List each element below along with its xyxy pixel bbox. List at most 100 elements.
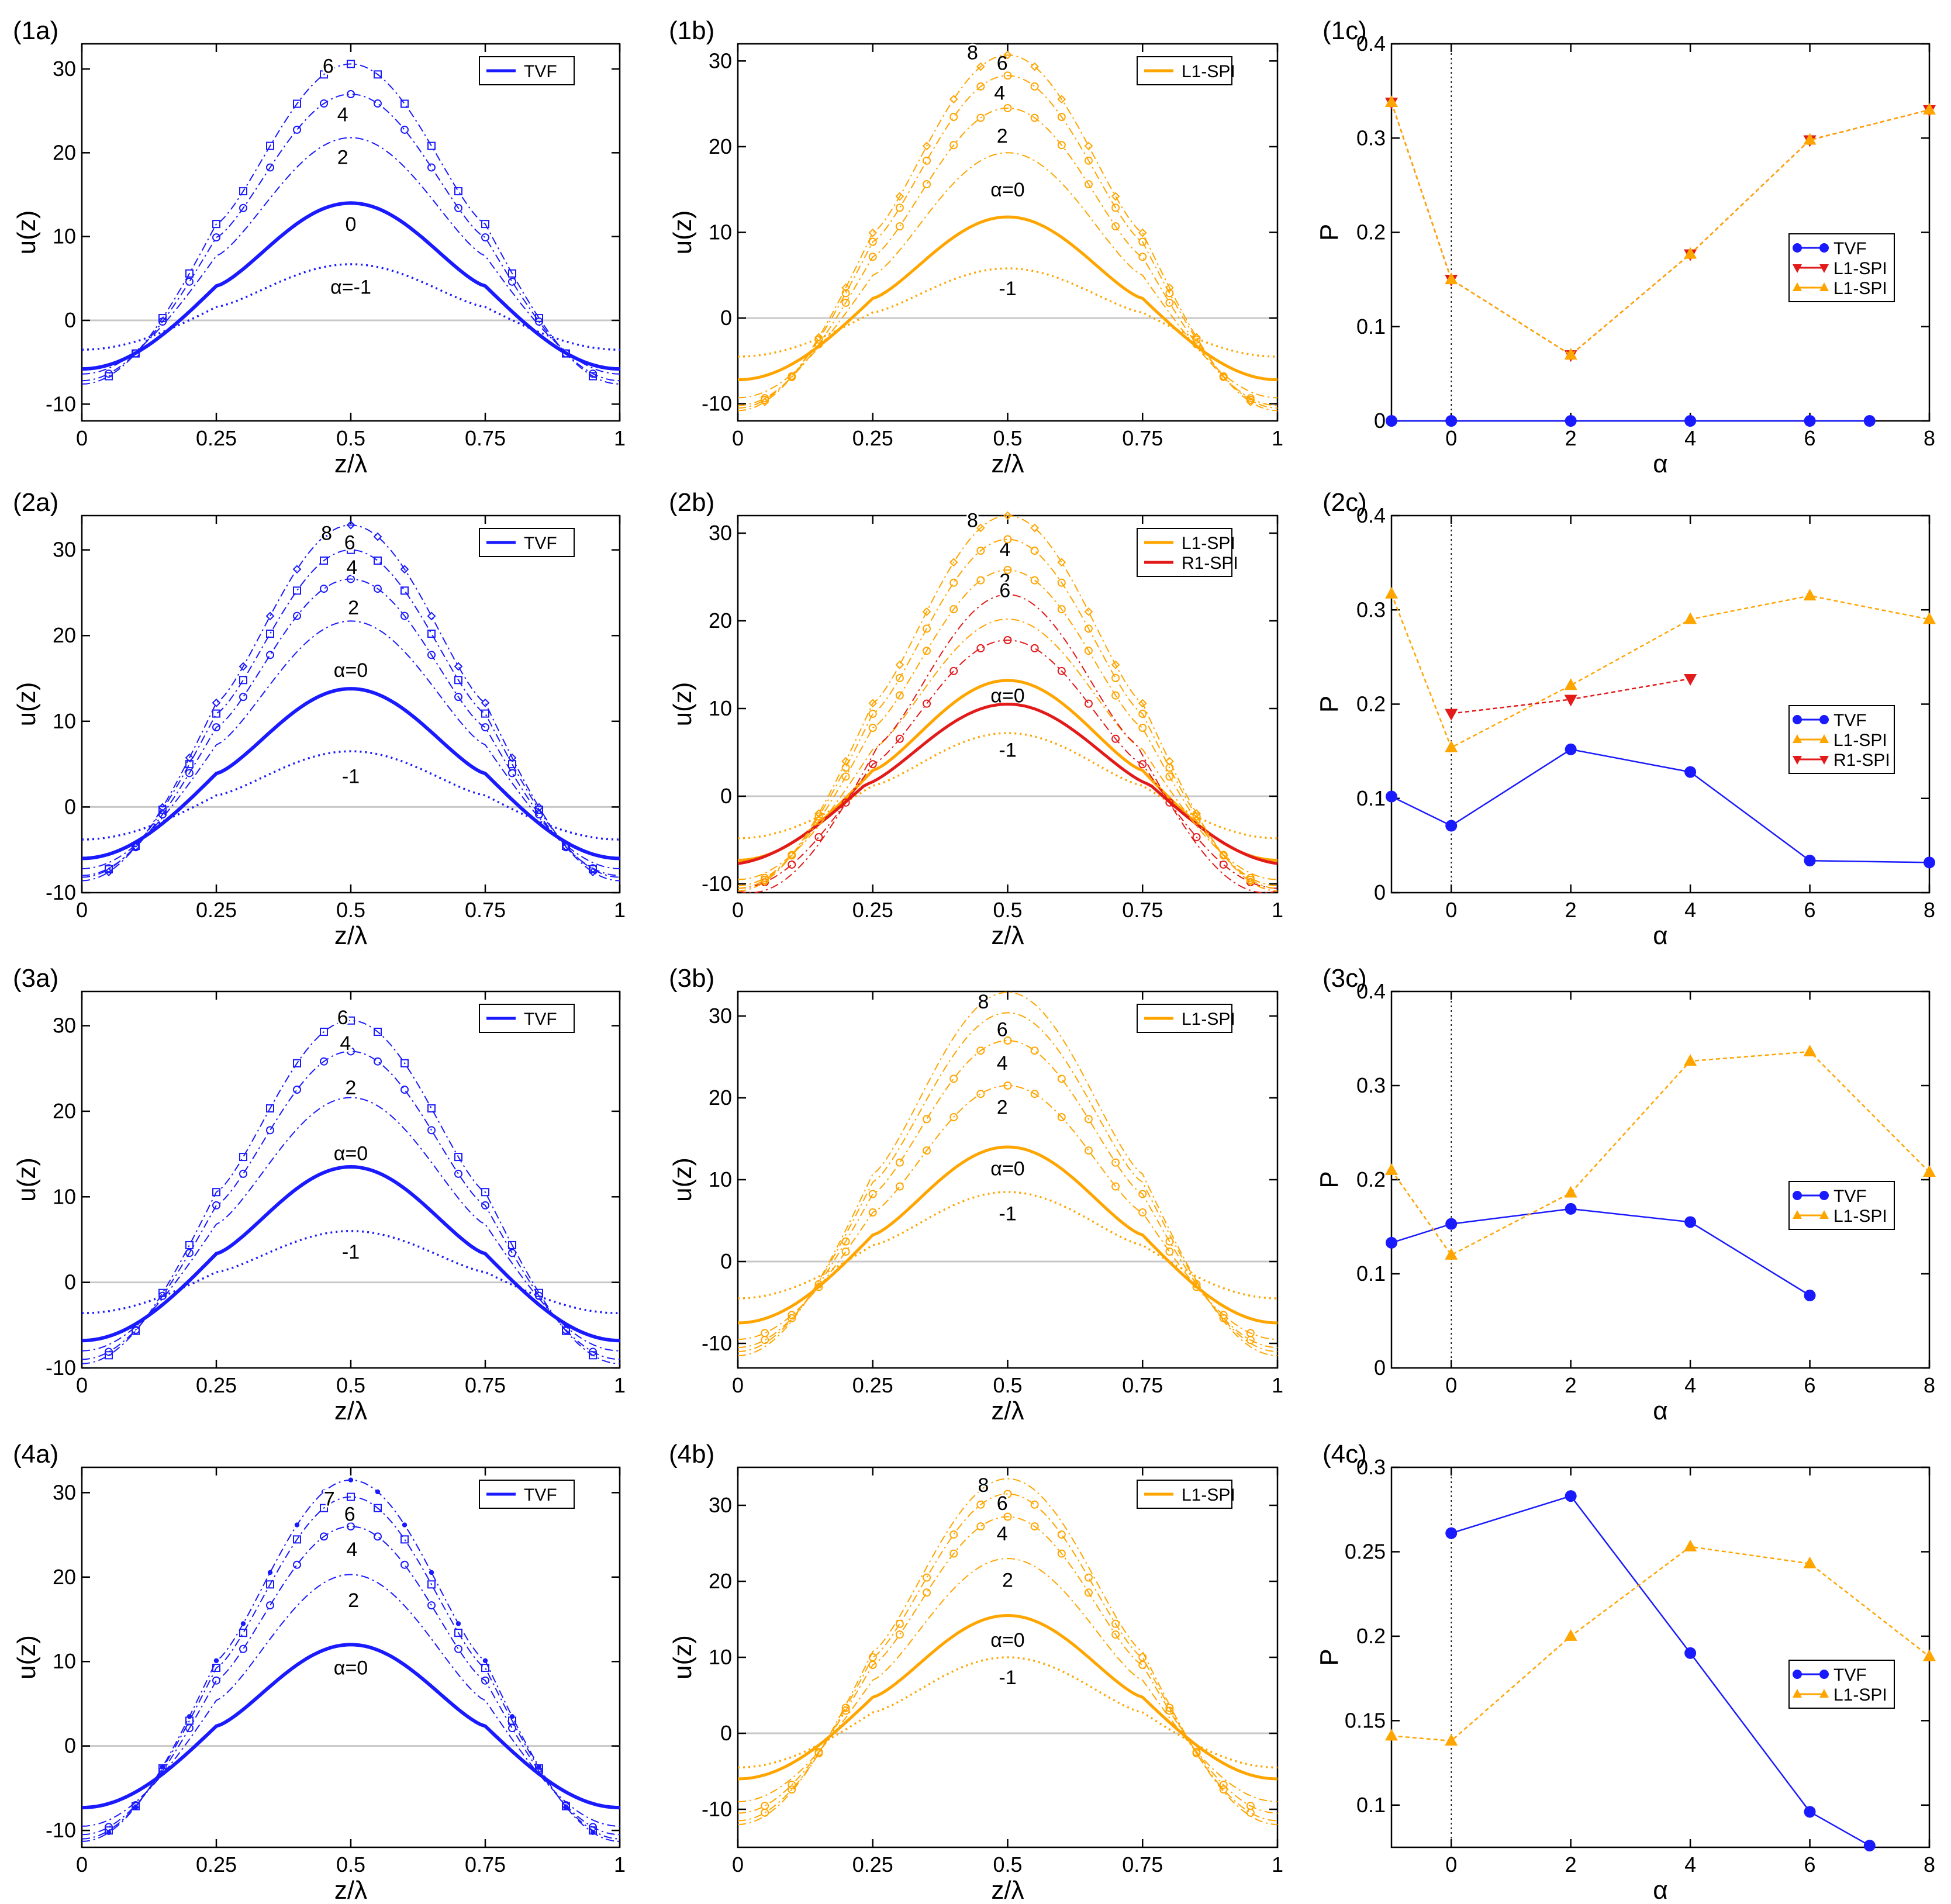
series-marker bbox=[923, 1115, 931, 1124]
series-marker bbox=[294, 1522, 300, 1528]
series-marker bbox=[455, 1621, 461, 1626]
series-marker bbox=[427, 1126, 436, 1135]
data-point bbox=[1923, 1649, 1936, 1661]
legend-label: L1-SPI bbox=[1833, 1207, 1887, 1226]
y-tick-label: 0.2 bbox=[1356, 220, 1386, 244]
y-tick-label: 0.15 bbox=[1345, 1708, 1386, 1732]
series-marker bbox=[949, 95, 958, 104]
series-marker bbox=[347, 1522, 355, 1531]
data-point bbox=[1684, 1216, 1697, 1228]
series-marker bbox=[402, 1522, 408, 1528]
legend-label: L1-SPI bbox=[1182, 1485, 1235, 1505]
series-marker bbox=[1084, 1146, 1093, 1155]
data-point bbox=[1386, 1236, 1397, 1249]
series-marker bbox=[1165, 1248, 1174, 1256]
series-marker bbox=[976, 523, 985, 533]
series-marker bbox=[427, 629, 436, 638]
series-line-l1-spi bbox=[1390, 102, 1930, 356]
y-tick-label: 30 bbox=[709, 49, 732, 72]
series-marker bbox=[321, 1489, 327, 1495]
panel-label: (3b) bbox=[669, 964, 714, 993]
x-tick-label: 0.75 bbox=[465, 1853, 506, 1877]
panel-label: (2a) bbox=[13, 488, 58, 517]
series-marker bbox=[895, 222, 904, 231]
y-tick-label: 20 bbox=[709, 609, 732, 633]
series-marker bbox=[1165, 298, 1174, 307]
series-marker bbox=[923, 1573, 931, 1582]
axes-frame bbox=[1390, 514, 1931, 894]
series-line-alpha-6 bbox=[737, 75, 1278, 409]
y-axis-label: u(z) bbox=[12, 1635, 41, 1680]
series-marker bbox=[429, 1570, 434, 1575]
series-marker bbox=[814, 333, 823, 342]
series-marker bbox=[949, 141, 958, 150]
legend: L1-SPI bbox=[1137, 1480, 1235, 1509]
series-marker bbox=[320, 556, 328, 565]
legend-marker bbox=[1793, 1670, 1802, 1679]
series-marker bbox=[1138, 253, 1147, 261]
series-marker bbox=[481, 220, 489, 229]
series-marker bbox=[400, 611, 409, 620]
series-marker bbox=[1138, 724, 1147, 732]
series-marker bbox=[1030, 113, 1039, 122]
series-marker bbox=[320, 99, 328, 108]
series-marker bbox=[1057, 1549, 1066, 1558]
series-marker bbox=[1084, 699, 1093, 708]
series-marker bbox=[1219, 851, 1228, 860]
series-marker bbox=[239, 1169, 247, 1178]
series-marker bbox=[1165, 798, 1174, 807]
series-marker bbox=[949, 1549, 958, 1558]
x-tick-label: 1 bbox=[614, 1853, 626, 1877]
legend-label: TVF bbox=[524, 1010, 557, 1029]
series-marker bbox=[841, 298, 850, 307]
data-point bbox=[1804, 1290, 1816, 1302]
data-point bbox=[1445, 415, 1458, 427]
y-tick-label: 0 bbox=[720, 1249, 732, 1273]
series-marker bbox=[923, 699, 931, 708]
series-line-alpha-0 bbox=[737, 702, 1278, 865]
series-marker bbox=[481, 233, 489, 242]
series-line-alpha--1 bbox=[737, 267, 1278, 358]
series-marker bbox=[1192, 333, 1201, 342]
series-marker bbox=[1138, 1208, 1147, 1217]
series-marker bbox=[132, 349, 140, 358]
series-marker bbox=[1003, 535, 1012, 544]
series-marker bbox=[868, 1208, 877, 1217]
legend-marker bbox=[1819, 734, 1829, 743]
series-marker bbox=[427, 1601, 436, 1610]
series-marker bbox=[508, 769, 516, 778]
series-marker bbox=[841, 1703, 850, 1712]
series-marker bbox=[374, 1532, 382, 1541]
series-marker bbox=[1084, 180, 1093, 189]
series-marker bbox=[266, 141, 274, 150]
series-marker bbox=[508, 277, 516, 286]
panel-label: (1c) bbox=[1322, 16, 1367, 45]
x-tick-label: 0.25 bbox=[852, 426, 893, 450]
series-marker bbox=[213, 1658, 219, 1663]
x-tick-label: 0 bbox=[732, 1853, 744, 1877]
series-marker bbox=[895, 192, 904, 201]
data-point bbox=[1684, 415, 1697, 427]
series-line-alpha-2 bbox=[81, 1097, 620, 1352]
series-marker bbox=[507, 753, 517, 762]
curve-label: 8 bbox=[978, 1474, 989, 1497]
series-line-alpha-0 bbox=[81, 687, 620, 861]
x-tick-label: 0 bbox=[732, 1373, 744, 1397]
series-line-alpha-2 bbox=[81, 1574, 620, 1827]
y-tick-label: 0.1 bbox=[1356, 786, 1386, 810]
legend-label: L1-SPI bbox=[1833, 279, 1887, 298]
series-marker bbox=[761, 1802, 769, 1810]
legend-marker bbox=[1819, 715, 1829, 724]
series-marker bbox=[976, 62, 985, 71]
x-tick-label: 6 bbox=[1804, 898, 1816, 922]
series-marker bbox=[562, 1802, 570, 1810]
series-marker bbox=[212, 233, 220, 242]
data-point bbox=[1684, 1647, 1697, 1659]
data-point bbox=[1684, 1539, 1697, 1551]
data-point bbox=[1565, 1490, 1577, 1502]
series-line-alpha-2 bbox=[81, 620, 620, 869]
y-tick-label: -10 bbox=[702, 1797, 732, 1821]
